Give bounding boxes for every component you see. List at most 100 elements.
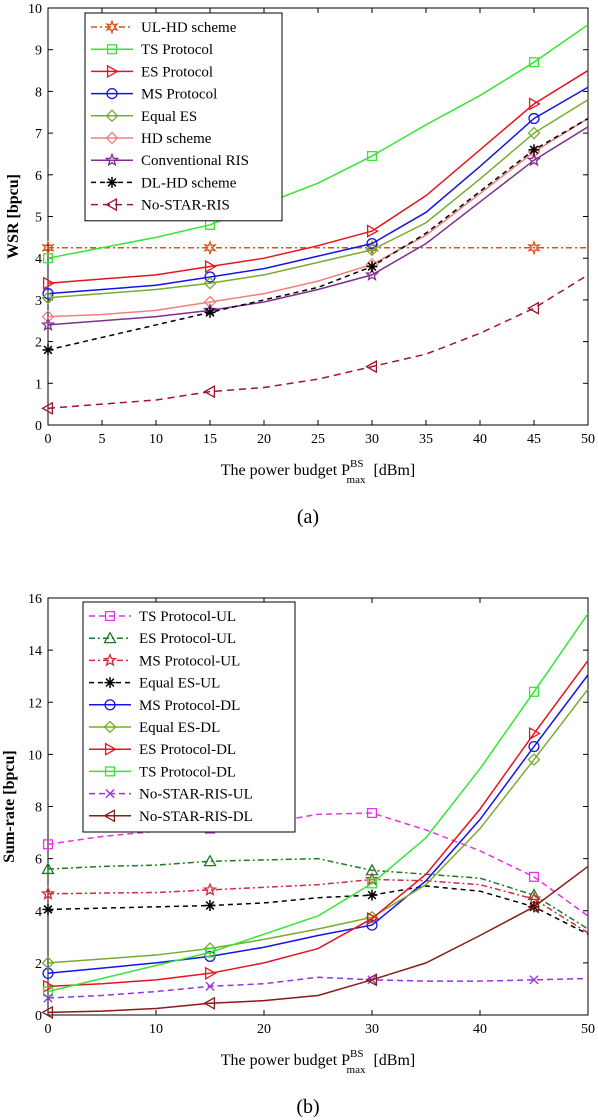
legend-marker [105,109,119,123]
legend-label: No-STAR-RIS-DL [139,809,253,825]
legend-entry: No-STAR-RIS [91,198,230,214]
series-line [47,878,589,934]
x-axis: 0 5 10 15 20 25 30 35 40 45 50 [45,8,595,447]
series-line [47,660,589,988]
x-tick-label: 35 [419,432,433,447]
legend-label: MS Protocol-DL [139,698,240,714]
y-tick-label: 2 [35,957,42,972]
data-point-marker [528,57,540,68]
legend-label: No-STAR-RIS [141,198,230,214]
data-point-marker [41,291,55,305]
y-tick-label: 16 [28,592,42,607]
x-tick-label: 15 [203,432,217,447]
x-tick-label: 0 [45,1022,52,1037]
data-point-marker [528,144,540,156]
legend-entry: UL-HD scheme [91,19,237,36]
legend-box [84,12,283,222]
legend-label: ES Protocol [141,64,213,80]
legend: TS Protocol-UL ES Protocol-UL MS Protocol-… [82,601,296,833]
x-tick-label: 25 [311,432,325,447]
data-point-marker [204,947,216,958]
data-point-marker [527,301,540,315]
data-point-marker [366,889,378,901]
data-point-marker [203,854,217,867]
data-point-marker [528,740,540,753]
legend-marker [103,809,116,823]
legend-entry: Equal ES-UL [89,676,220,692]
y-tick-label: 1 [35,377,42,392]
data-point-marker [40,317,56,332]
x-tick-label: 0 [45,432,52,447]
legend-entry: MS Protocol-UL [89,652,240,669]
legend-marker [103,720,117,734]
series-ms-protocol [42,86,589,300]
legend-label: Equal ES-UL [139,676,220,692]
data-point-marker [41,956,55,970]
series-ms-protocol-ul [40,871,589,934]
data-point-marker [42,288,54,300]
data-point-marker [42,253,54,264]
legend-marker [104,742,117,756]
series-line [47,117,589,351]
x-tick-label: 20 [257,1022,271,1037]
y-tick-label: 6 [35,169,42,184]
x-tick-label: 50 [581,432,595,447]
y-tick-label: 4 [35,252,42,267]
legend-entry: Conventional RIS [91,152,249,169]
x-axis-label: The power budget PBS max [dBm] [221,458,416,486]
legend-entry: DL-HD scheme [91,175,237,191]
series-line [47,688,589,964]
y-tick-label: 9 [35,44,42,59]
data-point-marker [204,900,216,912]
data-point-marker [203,276,217,290]
legend-marker [104,152,120,167]
x-axis-label-sup: BS [350,458,363,470]
x-tick-label: 40 [473,1022,487,1037]
legend-entry: Equal ES-DL [89,720,220,736]
y-tick-label: 14 [28,644,42,659]
x-tick-label: 45 [527,432,541,447]
y-tick-label: 0 [35,1009,42,1024]
y-tick-label: 10 [28,748,42,763]
y-tick-label: 4 [35,905,42,920]
data-point-marker [203,942,217,955]
x-axis-label: The power budget PBS max [dBm] [221,1048,416,1076]
data-point-marker [527,900,540,914]
legend-label: DL-HD scheme [141,175,237,191]
legend-entry: No-STAR-RIS-UL [89,787,253,803]
legend-marker [105,131,119,145]
legend-entry: MS Protocol-DL [89,698,240,714]
series-line [47,126,589,326]
x-tick-label: 40 [473,432,487,447]
data-point-marker [42,903,54,915]
series-no-star-ris [41,274,589,415]
y-tick-label: 7 [35,127,42,142]
series-line [47,117,589,318]
series-line [47,857,589,930]
series-line [47,99,589,299]
data-point-marker [364,871,380,886]
data-point-marker [366,878,378,889]
legend-label: Conventional RIS [141,153,249,169]
x-tick-label: 10 [149,1022,163,1037]
legend-label: No-STAR-RIS-UL [139,787,253,803]
y-axis-label: Sum-rate [bpcu] [1,750,18,862]
data-point-marker [527,888,541,901]
data-point-marker [366,261,378,273]
legend-marker [106,64,119,79]
legend-marker [106,176,118,188]
x-axis-label-main: The power budget P [221,1052,350,1069]
series-no-star-ris-dl [41,865,589,1019]
data-point-marker [528,726,541,741]
legend-label: UL-HD scheme [141,20,237,36]
legend-label: MS Protocol [141,87,217,103]
data-point-marker [42,979,55,993]
x-axis-label-unit: [dBm] [369,462,415,479]
legend-label: HD scheme [141,131,212,147]
y-tick-label: 8 [35,801,42,816]
data-point-marker [42,344,54,356]
series-dl-hd-scheme [42,117,589,356]
legend-label: Equal ES-DL [139,720,220,736]
legend-label: TS Protocol-DL [139,764,236,780]
